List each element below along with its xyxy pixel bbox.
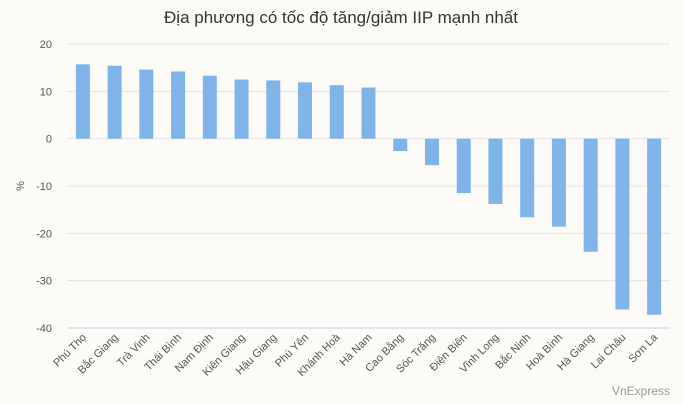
y-tick-label: -20 — [36, 228, 52, 240]
chart-title: Địa phương có tốc độ tăng/giảm IIP mạnh … — [164, 8, 518, 27]
bar[interactable] — [234, 79, 249, 139]
y-tick-label: -40 — [36, 323, 52, 335]
bar[interactable] — [75, 64, 90, 139]
y-axis-label: % — [15, 181, 27, 191]
category-label: Lai Châu — [589, 332, 629, 372]
source-credit: VnExpress — [612, 384, 670, 398]
bar[interactable] — [298, 82, 313, 139]
bar[interactable] — [171, 71, 186, 139]
bars — [75, 64, 662, 315]
y-tick-label: -10 — [36, 181, 52, 193]
bar[interactable] — [520, 138, 535, 218]
bar[interactable] — [583, 138, 598, 252]
bar[interactable] — [424, 138, 439, 166]
bar[interactable] — [647, 138, 662, 315]
y-tick-label: 0 — [46, 134, 52, 146]
bar[interactable] — [488, 138, 503, 204]
gridlines — [67, 43, 670, 329]
bar[interactable] — [329, 85, 344, 139]
bar[interactable] — [551, 138, 566, 227]
category-label: Sơn La — [626, 331, 661, 366]
bar[interactable] — [615, 138, 630, 310]
bar[interactable] — [361, 87, 376, 139]
bar[interactable] — [456, 138, 471, 194]
bar[interactable] — [139, 69, 154, 139]
y-tick-label: 10 — [40, 86, 52, 98]
bar[interactable] — [107, 65, 122, 139]
bar[interactable] — [202, 75, 217, 139]
bar[interactable] — [393, 138, 408, 151]
y-tick-label: 20 — [40, 39, 52, 51]
y-tick-label: -30 — [36, 276, 52, 288]
y-axis-ticks: 20 10 0 -10 -20 -30 -40 — [36, 39, 52, 335]
bar[interactable] — [266, 80, 281, 139]
